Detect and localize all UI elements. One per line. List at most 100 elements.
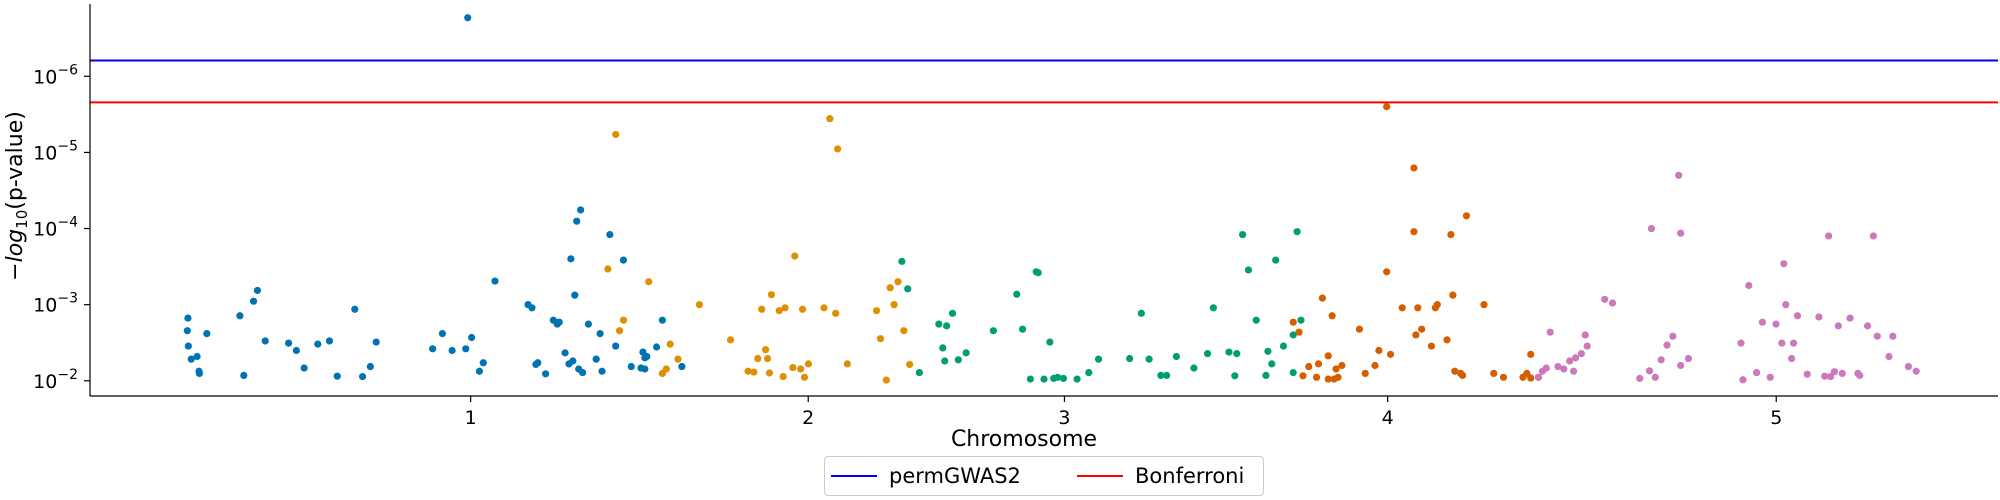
data-point [948, 309, 957, 317]
data-point [744, 367, 752, 375]
data-point [1264, 347, 1272, 355]
data-point [1046, 338, 1054, 346]
data-point [1018, 325, 1027, 333]
data-point [1414, 304, 1422, 312]
legend-label-bonferroni: Bonferroni [1135, 464, 1245, 488]
x-tick-label: 5 [1770, 407, 1782, 429]
data-point [1863, 322, 1872, 330]
data-point [781, 304, 789, 312]
data-point [1094, 355, 1103, 363]
legend-item-permgwas2: permGWAS2 [831, 457, 1021, 495]
data-point [1560, 365, 1568, 373]
data-point [1433, 301, 1441, 309]
data-points [183, 14, 1920, 384]
data-point [935, 320, 943, 328]
legend: permGWAS2 Bonferroni [824, 456, 1264, 496]
data-point [1577, 350, 1585, 358]
data-point [1889, 332, 1897, 340]
data-point [541, 370, 550, 378]
data-point [372, 338, 380, 346]
data-point [1569, 367, 1578, 375]
data-point [1412, 331, 1420, 339]
data-point [1826, 372, 1835, 381]
data-point [627, 362, 635, 371]
data-point [1295, 328, 1303, 336]
data-point [1885, 352, 1893, 361]
data-point [1554, 362, 1562, 371]
y-tick-label: 10−6 [33, 62, 78, 88]
data-point [468, 333, 476, 342]
data-point [834, 145, 842, 153]
data-point [1663, 341, 1671, 349]
data-point [695, 301, 703, 309]
data-point [1601, 295, 1609, 303]
y-axis-title-sub: 10 [13, 210, 31, 229]
data-point [666, 340, 674, 348]
data-point [678, 362, 686, 371]
data-point [726, 336, 735, 344]
data-point [1499, 373, 1508, 381]
data-point [1299, 372, 1307, 380]
data-point [1386, 350, 1395, 358]
data-point [619, 256, 628, 264]
data-point [800, 373, 809, 381]
data-point [1534, 373, 1543, 381]
data-point [643, 352, 651, 361]
data-point [612, 130, 620, 139]
data-point [534, 359, 542, 367]
data-point [1324, 375, 1332, 383]
data-point [1462, 212, 1471, 220]
data-point [1293, 228, 1301, 236]
data-point [1054, 373, 1062, 381]
data-point [1244, 266, 1253, 274]
data-point [1312, 373, 1321, 381]
data-point [775, 307, 783, 315]
data-point [872, 307, 881, 315]
data-point [904, 285, 912, 293]
data-point [561, 349, 569, 357]
data-point [1793, 312, 1802, 320]
data-point [750, 368, 758, 376]
data-point [898, 257, 906, 265]
data-point [195, 369, 204, 378]
data-point [1040, 375, 1048, 383]
data-point [1780, 260, 1788, 268]
x-tick-label: 3 [1058, 407, 1070, 429]
data-point [462, 345, 470, 353]
data-point [1546, 328, 1554, 336]
data-point [1834, 322, 1842, 330]
data-point [236, 312, 244, 320]
data-point [954, 356, 962, 364]
data-point [890, 301, 898, 309]
data-point [1675, 171, 1683, 179]
data-point [183, 327, 191, 335]
data-point [1398, 304, 1406, 312]
data-point [187, 355, 195, 363]
data-point [1821, 372, 1829, 380]
data-point [906, 360, 914, 369]
data-point [1172, 352, 1180, 361]
data-point [479, 359, 487, 367]
data-point [1318, 294, 1327, 302]
data-point [1645, 367, 1654, 375]
data-point [184, 342, 192, 350]
data-point [941, 357, 949, 365]
data-point [1410, 228, 1418, 236]
data-point [1085, 368, 1093, 377]
data-point [1527, 374, 1535, 382]
data-point [1490, 369, 1498, 378]
data-point [765, 369, 774, 377]
y-axis-ticks: 10−2 10−3 10−4 10−5 10−6 [33, 62, 90, 393]
data-point [1026, 375, 1034, 383]
data-point [989, 327, 997, 335]
data-point [1233, 350, 1241, 358]
data-point [789, 363, 797, 372]
data-point [1904, 362, 1913, 371]
data-point [573, 217, 581, 225]
data-point [1772, 320, 1780, 328]
data-point [1838, 369, 1846, 378]
data-point [1305, 362, 1313, 371]
data-point [300, 364, 308, 372]
data-point [761, 346, 770, 354]
data-point [1375, 346, 1383, 355]
